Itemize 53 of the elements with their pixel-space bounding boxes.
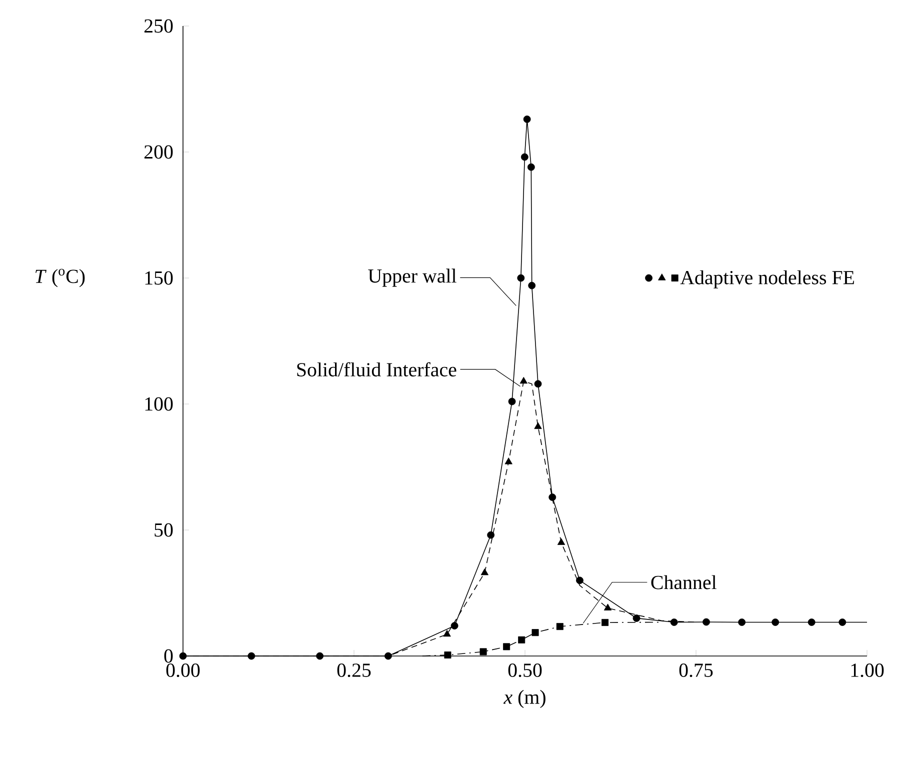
point xyxy=(520,153,528,161)
y-axis-title: T ($^{o}$C) xyxy=(36,268,85,288)
point xyxy=(384,652,392,660)
y-tick-label: 150 xyxy=(145,271,173,285)
point xyxy=(808,618,816,626)
point xyxy=(772,618,780,626)
point xyxy=(557,538,566,545)
y-tick-label: 100 xyxy=(145,397,173,411)
point xyxy=(503,643,510,650)
point xyxy=(518,636,526,644)
y-tick-label: 250 xyxy=(144,19,173,33)
point xyxy=(548,494,556,501)
x-tick-label: 0.75 xyxy=(679,664,713,678)
point xyxy=(248,652,256,660)
point xyxy=(444,651,452,658)
point xyxy=(179,652,187,660)
x-axis-title: x (m) xyxy=(503,690,546,708)
annotation: Solid/fluid Interface xyxy=(297,362,456,376)
point xyxy=(738,618,746,626)
point xyxy=(527,163,535,171)
point xyxy=(316,652,324,660)
point xyxy=(534,380,542,388)
annotation: Upper wall xyxy=(368,268,456,287)
point xyxy=(528,282,536,290)
legend-label: Adaptive nodeless FE xyxy=(680,270,854,288)
point xyxy=(520,376,528,384)
point xyxy=(517,274,525,282)
point xyxy=(480,648,487,656)
point xyxy=(487,531,495,539)
point xyxy=(602,618,609,626)
point xyxy=(508,398,516,406)
y-tick-label: 50 xyxy=(154,523,173,537)
point xyxy=(670,618,678,626)
point xyxy=(604,604,612,610)
point xyxy=(523,116,531,123)
y-tick-label: 0 xyxy=(164,649,173,663)
x-tick-label: 0.25 xyxy=(337,664,371,678)
annotation: Channel xyxy=(651,575,716,590)
point xyxy=(450,622,458,630)
point xyxy=(702,618,710,626)
point xyxy=(443,630,451,637)
point xyxy=(480,568,488,576)
point xyxy=(838,618,846,626)
point xyxy=(632,614,640,622)
point xyxy=(504,458,512,464)
point xyxy=(532,629,539,636)
point xyxy=(576,576,584,584)
y-tick-label: 200 xyxy=(144,145,173,159)
x-tick-label: 0.00 xyxy=(166,664,200,678)
x-tick-label: 0.50 xyxy=(508,664,542,678)
point xyxy=(556,623,564,630)
x-tick-label: 1.00 xyxy=(851,664,884,678)
point xyxy=(534,422,542,429)
